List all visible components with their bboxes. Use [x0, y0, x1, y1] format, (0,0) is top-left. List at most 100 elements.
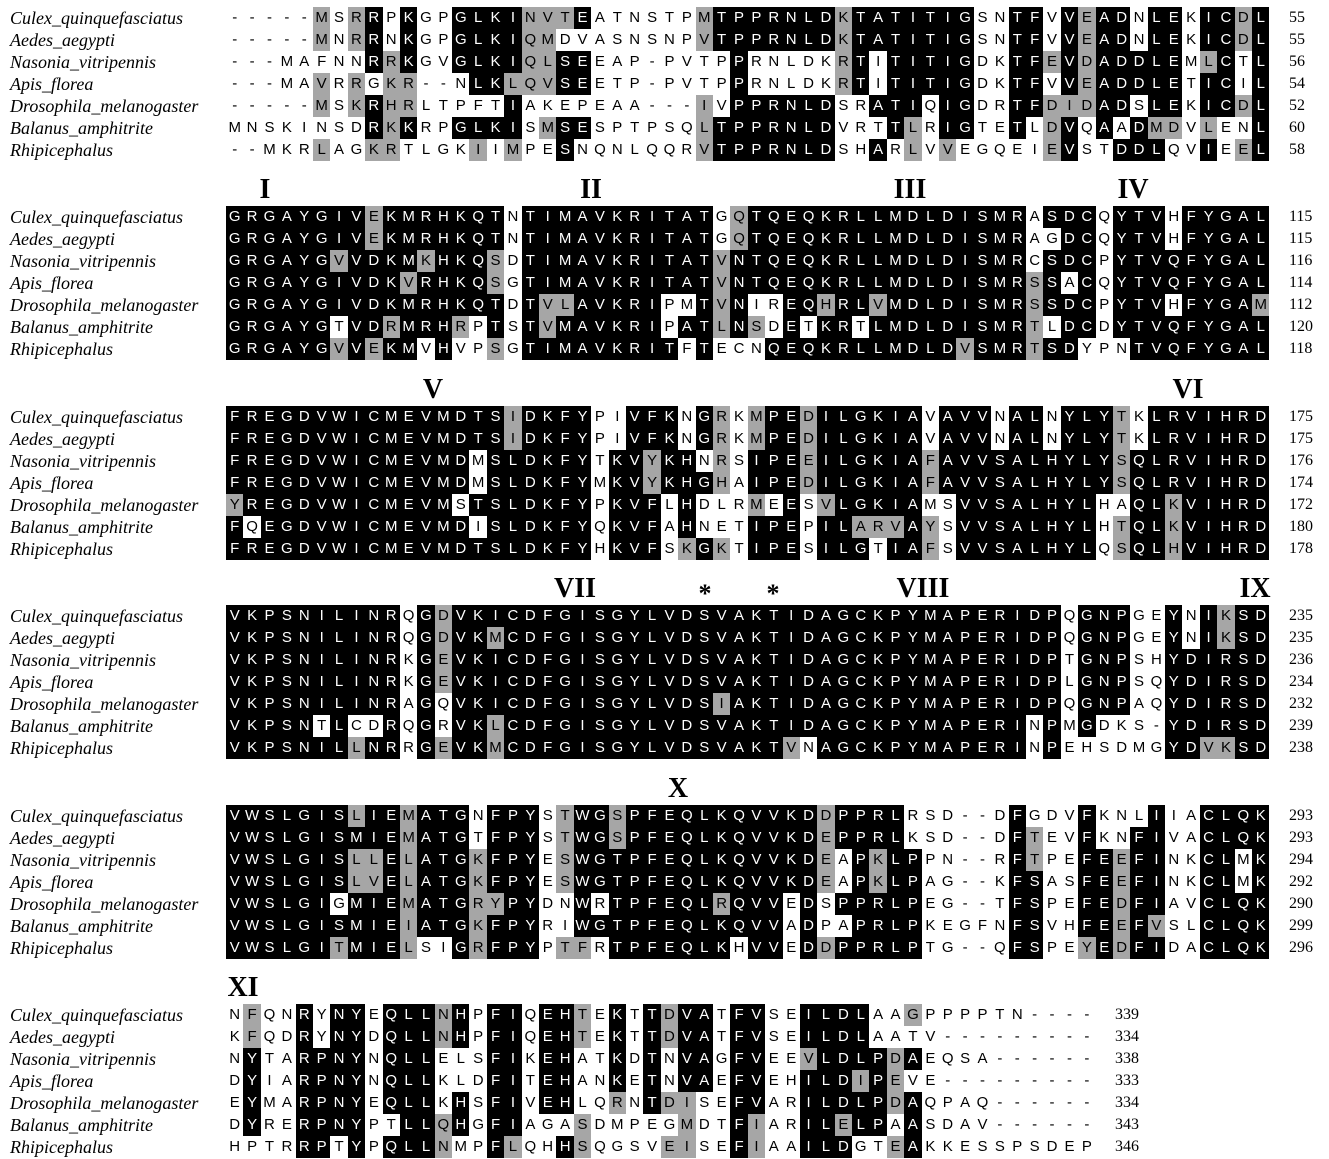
residue: A — [278, 206, 296, 228]
residue: T — [486, 316, 505, 338]
residue: K — [712, 827, 731, 849]
residue: Q — [1167, 141, 1180, 158]
residue: E — [260, 538, 279, 560]
residue: N — [330, 1092, 348, 1114]
residue: P — [664, 318, 675, 335]
residue: V — [1182, 472, 1200, 494]
residue: P — [886, 605, 905, 627]
residue: Q — [1130, 450, 1148, 472]
residue: I — [876, 75, 881, 92]
residue: H — [556, 1092, 574, 1114]
residue: D — [521, 406, 540, 428]
residue: Q — [1150, 673, 1163, 690]
residue: A — [525, 97, 536, 114]
residue-end-number: 346 — [1115, 1138, 1139, 1155]
residue: Q — [434, 1114, 453, 1136]
residue: H — [594, 540, 606, 557]
residue: D — [559, 31, 571, 48]
residue: P — [886, 715, 905, 737]
gap: - — [1066, 1116, 1072, 1133]
residue: H — [542, 1138, 554, 1155]
residue: R — [347, 7, 366, 29]
residue: N — [1133, 31, 1145, 48]
residue: Y — [904, 671, 922, 693]
residue: K — [660, 406, 679, 428]
residue: T — [660, 272, 679, 294]
residue: Y — [316, 1006, 327, 1023]
residue: D — [803, 75, 814, 92]
residue: K — [712, 538, 731, 560]
residue: V — [1182, 428, 1200, 450]
alignment-row: Aedes_aegypti V K P S N I L I N R Q G D V K M C D F G I S G Y L V D… — [0, 627, 1329, 649]
residue: V — [417, 406, 435, 428]
residue: I — [782, 649, 800, 671]
residue: A — [664, 518, 675, 535]
residue: K — [382, 206, 400, 228]
residue: I — [1008, 693, 1026, 715]
residue: E — [368, 1006, 379, 1023]
species-name: Rhipicephalus — [10, 539, 113, 559]
residue: K — [608, 516, 626, 538]
residue: M — [556, 206, 574, 228]
residue: I — [1199, 715, 1218, 737]
residue: E — [886, 1070, 905, 1092]
residue: L — [1078, 450, 1096, 472]
residue: E — [365, 338, 383, 360]
residue: N — [368, 1072, 380, 1089]
residue: Y — [1095, 472, 1113, 494]
residue: I — [712, 693, 731, 715]
residue: L — [399, 871, 418, 893]
residue: I — [876, 53, 881, 70]
residue: G — [556, 693, 574, 715]
residue: I — [312, 671, 331, 693]
residue: A — [939, 715, 957, 737]
residue: V — [330, 338, 348, 360]
residue: N — [281, 1006, 293, 1023]
residue: D — [698, 1116, 710, 1133]
residue: E — [660, 805, 679, 827]
residue: T — [525, 1072, 535, 1089]
residue: R — [1008, 228, 1026, 250]
residue: F — [473, 97, 483, 114]
residue: K — [1252, 871, 1270, 893]
residue: Q — [663, 141, 676, 158]
residue: Q — [382, 1048, 400, 1070]
residue: D — [939, 250, 957, 272]
residue: V — [347, 316, 366, 338]
residue: G — [1217, 316, 1235, 338]
residue: K — [608, 472, 626, 494]
residue: L — [834, 494, 853, 516]
residue: V — [681, 75, 692, 92]
residue: L — [852, 1048, 870, 1070]
residue: T — [1025, 338, 1044, 360]
residue: E — [382, 827, 400, 849]
residue: F — [1008, 827, 1026, 849]
residue: T — [486, 228, 505, 250]
residue: D — [1252, 693, 1270, 715]
residue: L — [504, 538, 522, 560]
residue: L — [1147, 7, 1166, 29]
residue: Y — [295, 338, 313, 360]
residue: A — [281, 1094, 292, 1111]
residue: K — [869, 871, 887, 893]
gap: - — [649, 53, 655, 70]
residue: G — [452, 893, 470, 915]
residue: Y — [625, 605, 644, 627]
residue: G — [591, 805, 609, 827]
residue: M — [434, 494, 453, 516]
residue: G — [507, 340, 519, 357]
residue: Q — [1234, 893, 1253, 915]
residue: I — [504, 1092, 522, 1114]
residue: D — [1182, 649, 1200, 671]
gap: - — [666, 97, 672, 114]
residue: I — [852, 1070, 870, 1092]
species-name: Apis_florea — [10, 672, 94, 692]
residue: A — [939, 406, 957, 428]
residue: V — [712, 250, 731, 272]
residue: Y — [243, 1070, 261, 1092]
residue: L — [504, 494, 522, 516]
residue: P — [904, 937, 922, 959]
residue: V — [226, 693, 244, 715]
residue: V — [747, 1026, 766, 1048]
